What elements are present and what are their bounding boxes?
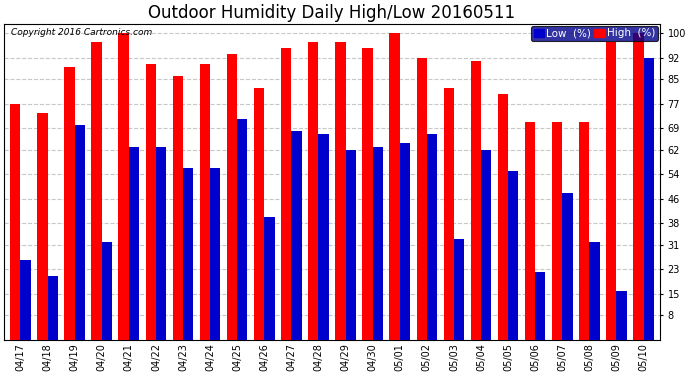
- Bar: [346, 150, 356, 340]
- Bar: [119, 33, 129, 340]
- Bar: [525, 122, 535, 340]
- Bar: [481, 150, 491, 340]
- Bar: [200, 64, 210, 340]
- Bar: [607, 42, 616, 340]
- Bar: [633, 33, 644, 340]
- Bar: [562, 193, 573, 340]
- Bar: [21, 260, 31, 340]
- Bar: [335, 42, 346, 340]
- Bar: [497, 94, 508, 340]
- Legend: Low  (%), High  (%): Low (%), High (%): [531, 26, 658, 41]
- Bar: [254, 88, 264, 340]
- Bar: [552, 122, 562, 340]
- Bar: [373, 147, 383, 340]
- Bar: [129, 147, 139, 340]
- Bar: [75, 125, 85, 340]
- Bar: [156, 147, 166, 340]
- Bar: [37, 113, 48, 340]
- Bar: [183, 168, 193, 340]
- Bar: [471, 61, 481, 340]
- Bar: [10, 104, 21, 340]
- Title: Outdoor Humidity Daily High/Low 20160511: Outdoor Humidity Daily High/Low 20160511: [148, 4, 515, 22]
- Bar: [281, 48, 291, 340]
- Bar: [64, 67, 75, 340]
- Bar: [172, 76, 183, 340]
- Bar: [417, 57, 427, 340]
- Bar: [444, 88, 454, 340]
- Bar: [91, 42, 101, 340]
- Bar: [48, 276, 58, 340]
- Bar: [362, 48, 373, 340]
- Bar: [427, 134, 437, 340]
- Bar: [535, 273, 546, 340]
- Bar: [227, 54, 237, 340]
- Bar: [146, 64, 156, 340]
- Bar: [616, 291, 627, 340]
- Bar: [644, 57, 654, 340]
- Bar: [579, 122, 589, 340]
- Bar: [291, 131, 302, 340]
- Text: Copyright 2016 Cartronics.com: Copyright 2016 Cartronics.com: [11, 28, 152, 38]
- Bar: [400, 144, 410, 340]
- Bar: [508, 171, 518, 340]
- Bar: [319, 134, 328, 340]
- Bar: [589, 242, 600, 340]
- Bar: [308, 42, 319, 340]
- Bar: [389, 33, 400, 340]
- Bar: [264, 217, 275, 340]
- Bar: [210, 168, 220, 340]
- Bar: [101, 242, 112, 340]
- Bar: [237, 119, 248, 340]
- Bar: [454, 239, 464, 340]
